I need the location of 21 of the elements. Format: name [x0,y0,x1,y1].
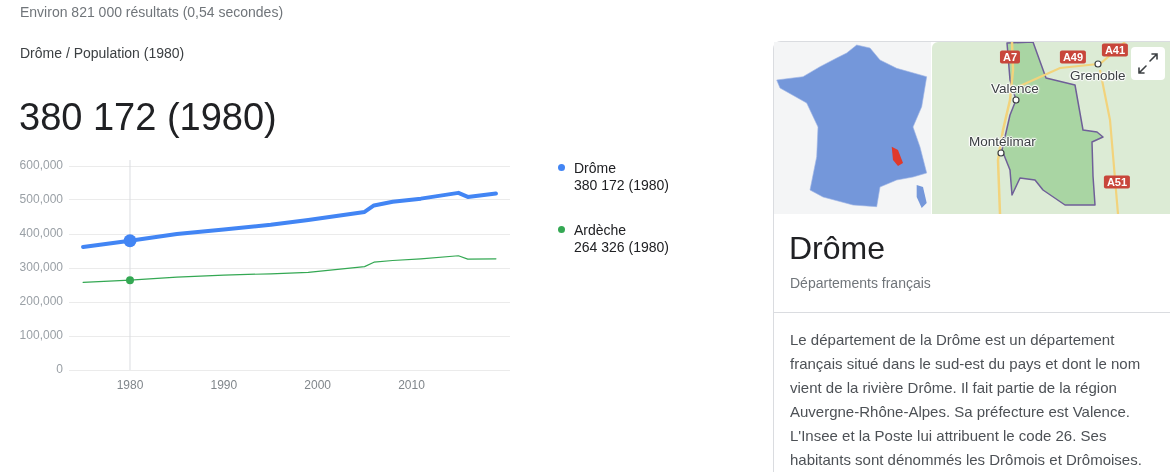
y-tick-label: 600,000 [19,158,64,173]
text: 264 326 (1980) [574,238,669,256]
text: Départements français [790,274,931,292]
legend-label: Drôme [574,159,617,177]
text: Environ 821 000 résultats (0,54 secondes) [20,3,284,21]
y-tick-label: 500,000 [19,192,64,207]
text: 380 172 (1980) [574,176,669,194]
x-tick-label: 2010 [398,377,426,392]
x-tick-label: 2000 [304,377,332,392]
chart-subtitle: 380 172 (1980) [19,95,277,139]
y-tick-label: 300,000 [19,260,64,275]
y-tick-label: 100,000 [19,328,64,343]
x-tick-label: 1990 [210,377,238,392]
chart-title: Drôme / Population (1980) [20,44,185,62]
y-tick-label: 200,000 [19,294,64,309]
text: Le département de la Drôme est un département français situé dans le sud-est du pays et dont le nom vient de la rivière Drôme. Il fait partie de la région Auvergne-Rhône-Alpes. Sa préfecture est Valence. L'Insee et la Poste lui attribuent le code 26. Ses habitants sont dénommés les Drômois et Drômoises. [790,330,1143,470]
legend-label: Ardèche [574,221,628,239]
text: Drôme [789,228,886,267]
x-tick-label: 1980 [116,377,144,392]
y-tick-label: 400,000 [19,226,64,241]
y-tick-label: 0 [56,362,64,377]
